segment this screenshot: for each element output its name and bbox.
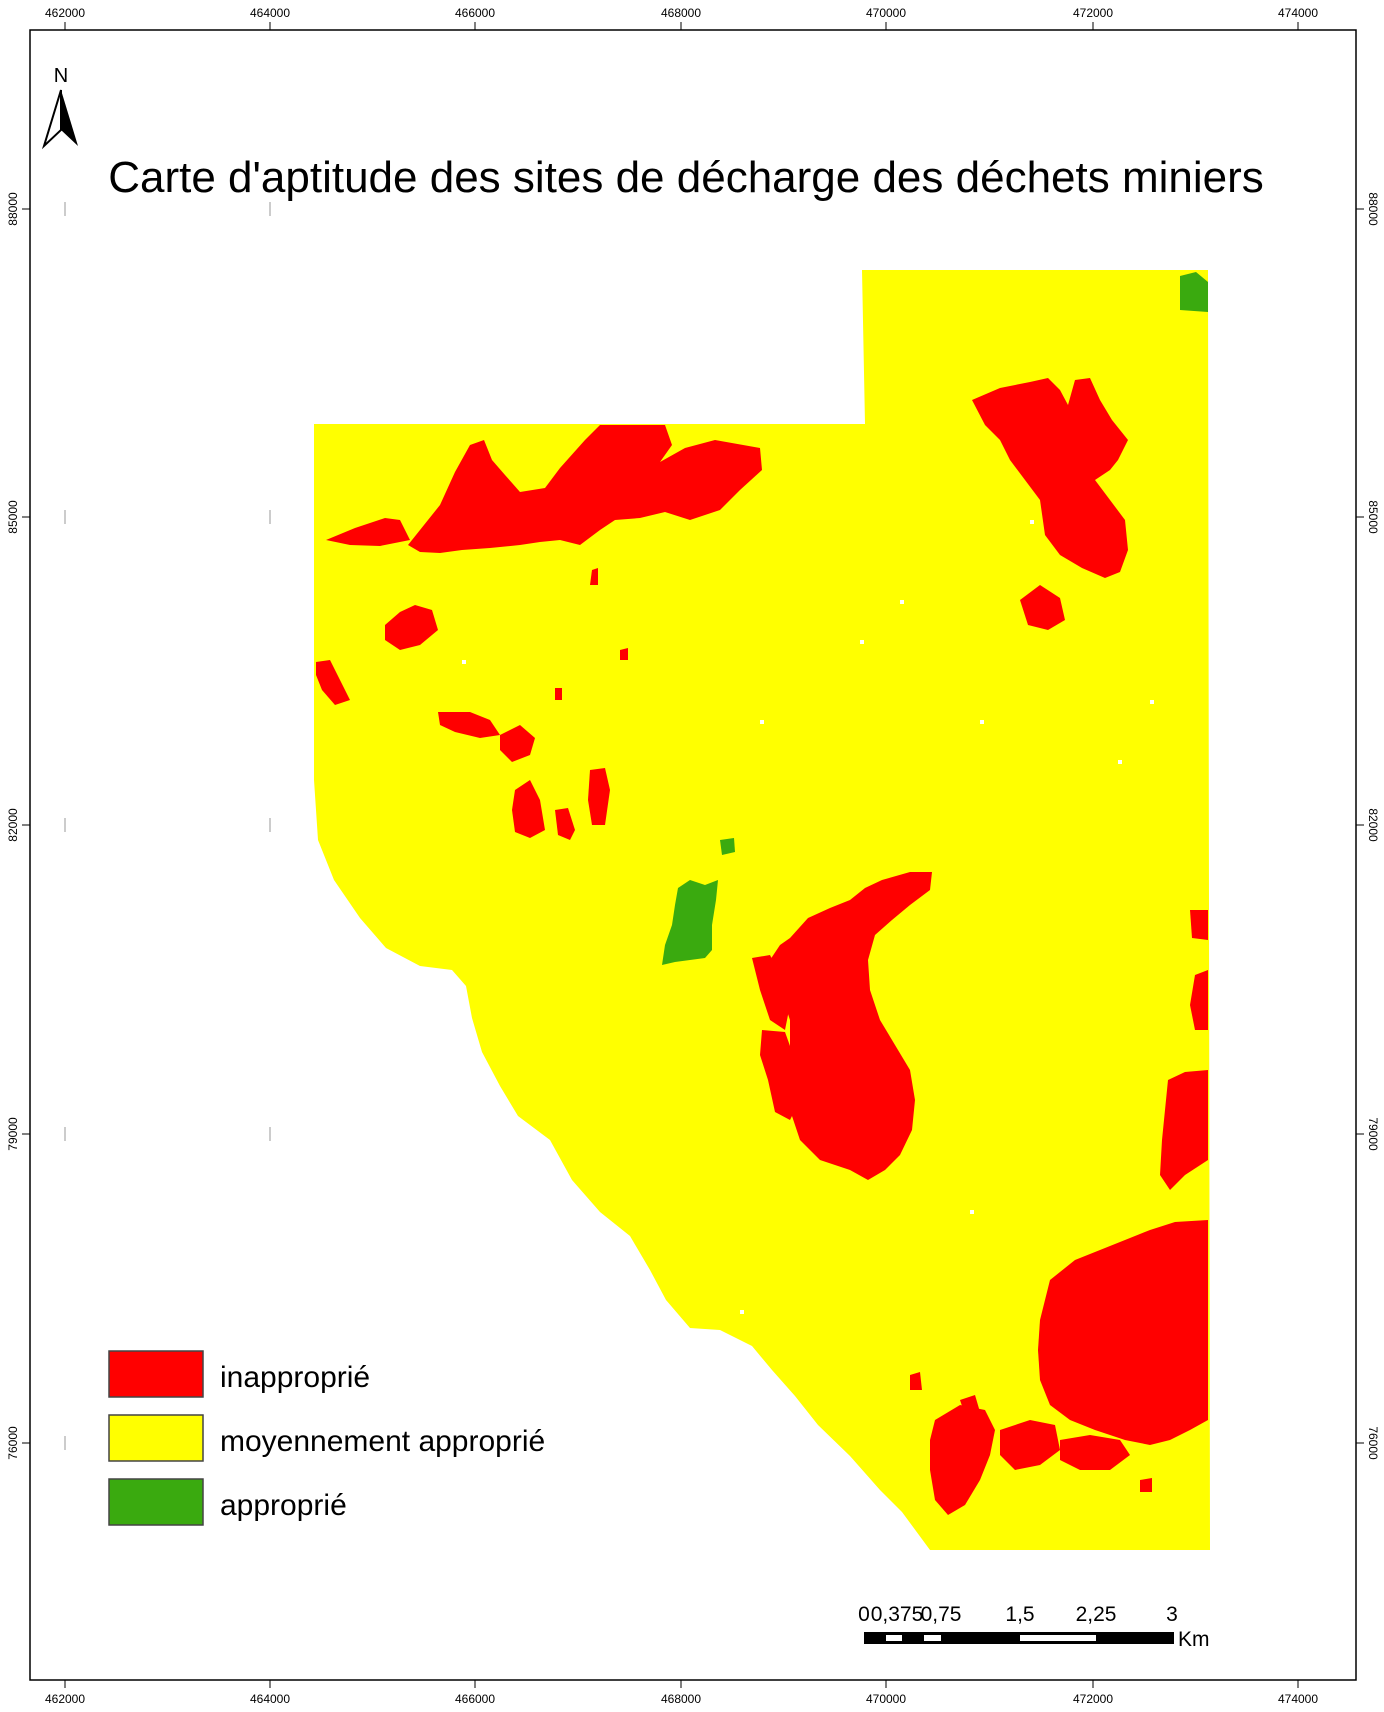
scale-unit: Km (1178, 1628, 1210, 1651)
y-tick-left: 79000 (6, 1117, 20, 1151)
scale-label: 0,75 (921, 1603, 962, 1626)
no-data-speckles (462, 520, 1154, 1314)
x-tick-bottom: 474000 (1278, 1692, 1318, 1706)
zone-moyennement-approprie (314, 270, 1210, 1550)
legend-swatch-inapproprie (108, 1350, 204, 1398)
y-tick-right: 76000 (1366, 1426, 1380, 1460)
scale-bar: 0 0,375 0,75 1,5 2,25 3 Km (858, 1603, 1209, 1651)
x-tick-top: 464000 (250, 6, 290, 20)
legend-label-approprie: approprié (220, 1489, 347, 1522)
legend: inapproprié moyennement approprié approp… (108, 1350, 545, 1526)
y-tick-left: 82000 (6, 808, 20, 842)
top-axis: 462000 464000 466000 468000 470000 47200… (45, 6, 1318, 30)
left-axis: 88000 85000 82000 79000 76000 (6, 192, 30, 1460)
legend-swatch-approprie (108, 1478, 204, 1526)
y-tick-left: 76000 (6, 1426, 20, 1460)
scale-label: 0 (858, 1603, 870, 1626)
legend-label-moyennement: moyennement approprié (220, 1425, 545, 1458)
x-tick-top: 474000 (1278, 6, 1318, 20)
x-tick-bottom: 470000 (866, 1692, 906, 1706)
bottom-axis: 462000 464000 466000 468000 470000 47200… (45, 1680, 1318, 1706)
right-axis: 88000 85000 82000 79000 76000 (1356, 192, 1380, 1460)
x-tick-bottom: 468000 (661, 1692, 701, 1706)
y-tick-right: 88000 (1366, 192, 1380, 226)
x-tick-top: 466000 (455, 6, 495, 20)
scale-label: 1,5 (1005, 1603, 1034, 1626)
x-tick-top: 470000 (866, 6, 906, 20)
scale-label: 2,25 (1076, 1603, 1117, 1626)
x-tick-top: 462000 (45, 6, 85, 20)
north-arrow-icon: N (41, 65, 78, 150)
legend-swatch-moyennement (108, 1414, 204, 1462)
x-tick-bottom: 466000 (455, 1692, 495, 1706)
y-tick-right: 85000 (1366, 500, 1380, 534)
zone-approprie (662, 272, 1208, 965)
inner-grid-marks (64, 202, 271, 1450)
map-title: Carte d'aptitude des sites de décharge d… (108, 153, 1264, 202)
x-tick-top: 468000 (661, 6, 701, 20)
scale-label: 3 (1166, 1603, 1178, 1626)
y-tick-left: 88000 (6, 192, 20, 226)
y-tick-right: 79000 (1366, 1117, 1380, 1151)
scale-label: 0,375 (871, 1603, 924, 1626)
x-tick-bottom: 462000 (45, 1692, 85, 1706)
zone-inapproprie (316, 378, 1208, 1515)
x-tick-bottom: 464000 (250, 1692, 290, 1706)
x-tick-top: 472000 (1073, 6, 1113, 20)
north-label: N (54, 65, 68, 87)
y-tick-left: 85000 (6, 500, 20, 534)
y-tick-right: 82000 (1366, 808, 1380, 842)
legend-label-inapproprie: inapproprié (220, 1361, 370, 1394)
x-tick-bottom: 472000 (1073, 1692, 1113, 1706)
